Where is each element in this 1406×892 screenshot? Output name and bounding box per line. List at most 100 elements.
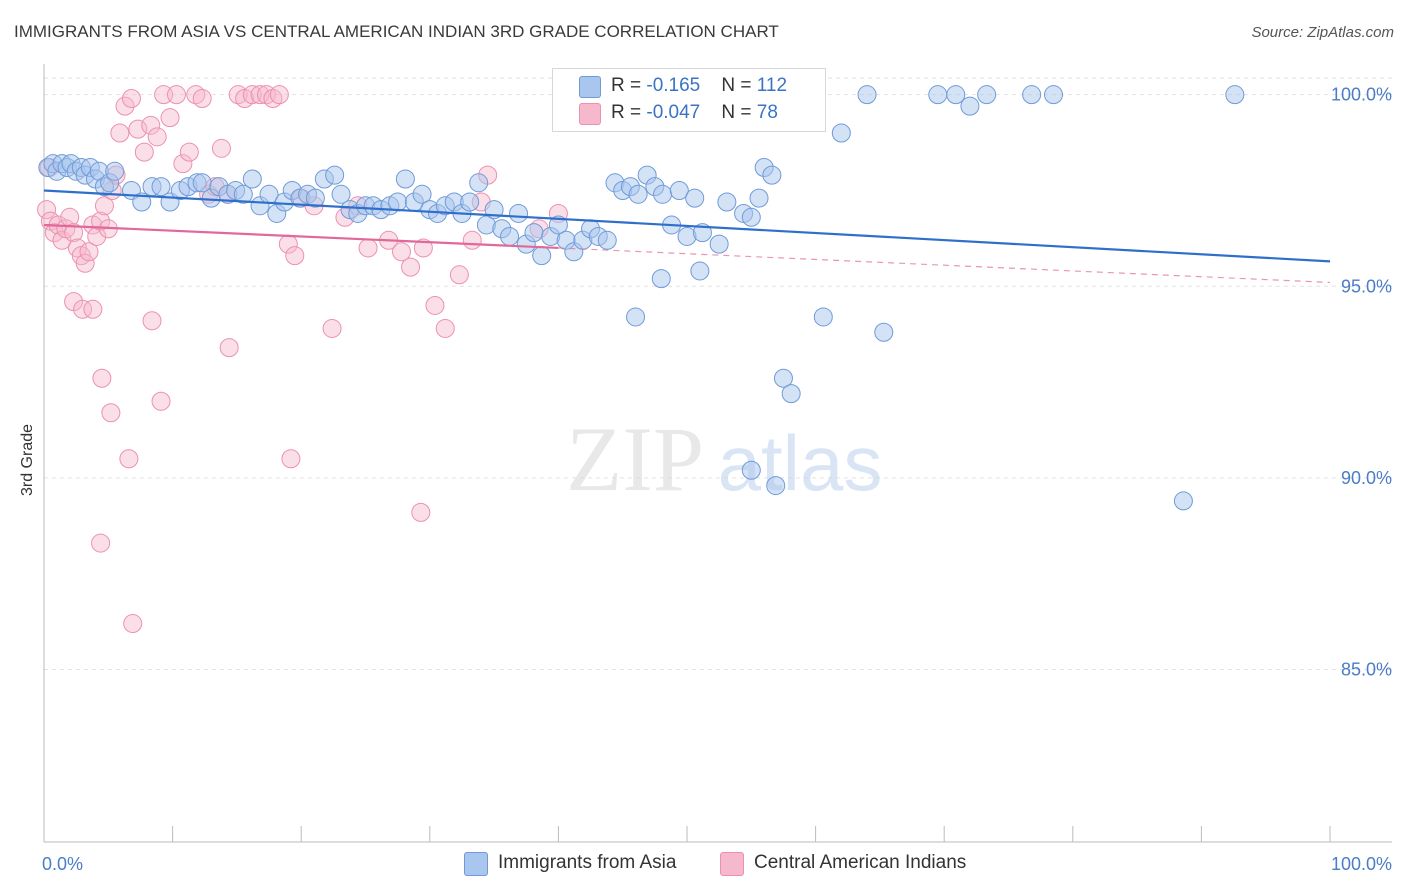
data-point-immigrants-from-asia [651,269,671,289]
watermark: ZIP atlas [566,408,882,510]
data-point-immigrants-from-asia [781,384,801,404]
data-point-immigrants-from-asia [960,96,980,116]
data-point-central-american-indians [166,85,186,105]
data-point-immigrants-from-asia [524,223,544,243]
trend-line-immigrants-from-asia [43,189,1331,263]
data-point-immigrants-from-asia [500,226,520,246]
trend-line-central-american-indians-dashed [558,247,1331,284]
data-point-central-american-indians [285,246,305,266]
data-point-immigrants-from-asia [717,192,737,212]
data-point-central-american-indians [160,108,180,128]
legend-n-value: 78 [756,102,778,123]
trend-lines [43,189,1331,284]
axes [43,64,1392,843]
chart-title: IMMIGRANTS FROM ASIA VS CENTRAL AMERICAN… [14,22,779,41]
watermark-zip: ZIP [566,408,704,510]
data-point-central-american-indians [101,403,121,423]
legend-n-value: 112 [756,75,788,96]
data-point-immigrants-from-asia [105,161,125,181]
data-point-immigrants-from-asia [233,184,253,204]
x-tick-label: 100.0% [1331,854,1392,874]
data-point-central-american-indians [91,533,111,553]
data-point-immigrants-from-asia [509,203,529,223]
data-point-central-american-indians [281,449,301,469]
data-point-immigrants-from-asia [766,476,786,496]
data-point-immigrants-from-asia [469,173,489,193]
data-point-immigrants-from-asia [626,307,646,327]
data-point-immigrants-from-asia [388,192,408,212]
data-point-central-american-indians [242,85,262,105]
data-point-central-american-indians [250,85,270,105]
data-point-immigrants-from-asia [946,85,966,105]
data-point-immigrants-from-asia [628,184,648,204]
data-point-immigrants-from-asia [813,307,833,327]
x-tick-label: 0.0% [42,854,83,874]
data-point-central-american-indians [211,138,231,158]
data-point-central-american-indians [392,242,412,262]
data-point-immigrants-from-asia [749,188,769,208]
legend-swatch-blue [579,76,601,98]
data-point-immigrants-from-asia [331,184,351,204]
data-point-immigrants-from-asia [325,165,345,185]
data-point-central-american-indians [411,502,431,522]
data-point-central-american-indians [92,368,112,388]
data-point-central-american-indians [91,211,111,231]
data-point-central-american-indians [119,449,139,469]
data-point-immigrants-from-asia [242,169,262,189]
data-point-immigrants-from-asia [741,207,761,227]
watermark-atlas: atlas [718,419,883,507]
gridlines [44,77,1392,671]
data-point-central-american-indians [322,318,342,338]
data-point-central-american-indians [94,196,114,216]
data-point-central-american-indians [142,311,162,331]
data-point-central-american-indians [425,295,445,315]
data-point-central-american-indians [358,238,378,258]
y-tick-label: 100.0% [1331,85,1392,105]
data-point-central-american-indians [52,230,72,250]
data-point-immigrants-from-asia [831,123,851,143]
data-point-immigrants-from-asia [395,169,415,189]
legend-swatch-cai [720,852,744,876]
data-point-central-american-indians [147,127,167,147]
data-point-central-american-indians [123,614,143,634]
stats-legend: R = -0.165 N = 112 R = -0.047 N = 78 [552,68,826,132]
data-point-immigrants-from-asia [1044,85,1064,105]
tick-labels: 85.0% 90.0% 95.0% 100.0% 0.0% 100.0% [42,85,1392,874]
data-point-immigrants-from-asia [928,85,948,105]
data-point-immigrants-from-asia [773,368,793,388]
y-tick-label: 85.0% [1341,660,1392,680]
data-point-central-american-indians [413,238,433,258]
data-point-immigrants-from-asia [690,261,710,281]
data-point-central-american-indians [134,142,154,162]
data-point-central-american-indians [110,123,130,143]
data-point-immigrants-from-asia [977,85,997,105]
data-point-immigrants-from-asia [857,85,877,105]
data-point-central-american-indians [75,253,95,273]
data-point-immigrants-from-asia [653,184,673,204]
data-point-central-american-indians [37,200,57,220]
data-point-immigrants-from-asia [151,177,171,197]
legend-label-asia: Immigrants from Asia [498,852,677,873]
legend-n-label: N = [721,102,757,123]
legend-r-label: R = [611,102,647,123]
data-point-immigrants-from-asia [1225,85,1245,105]
source-credit: Source: ZipAtlas.com [1251,24,1394,41]
data-point-immigrants-from-asia [692,223,712,243]
data-point-immigrants-from-asia [874,322,894,342]
data-point-immigrants-from-asia [132,192,152,212]
data-point-immigrants-from-asia [548,215,568,235]
data-point-immigrants-from-asia [1173,491,1193,511]
legend-r-label: R = [611,75,647,96]
data-point-central-american-indians [192,88,212,108]
data-point-immigrants-from-asia [762,165,782,185]
data-point-immigrants-from-asia [460,192,480,212]
data-point-central-american-indians [73,299,93,319]
legend-r-value: -0.047 [646,102,701,123]
data-point-central-american-indians [128,119,148,139]
legend-label-cai: Central American Indians [754,852,967,873]
data-point-central-american-indians [401,257,421,277]
data-point-immigrants-from-asia [597,230,617,250]
data-point-central-american-indians [115,96,135,116]
data-point-immigrants-from-asia [412,184,432,204]
data-point-central-american-indians [173,154,193,174]
